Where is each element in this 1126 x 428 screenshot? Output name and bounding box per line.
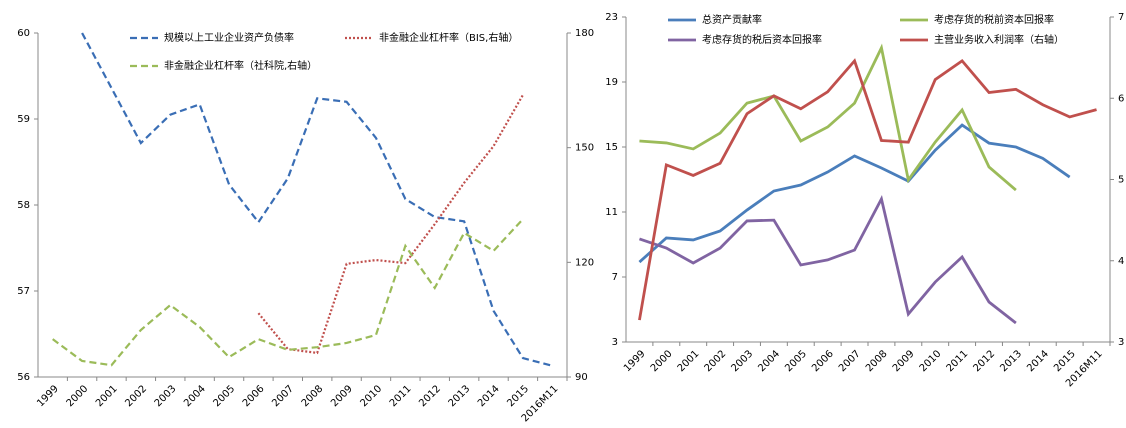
y-tick-label: 56 xyxy=(17,372,30,383)
y-tick-label: 11 xyxy=(605,207,618,218)
y2-tick-label: 90 xyxy=(575,372,588,383)
x-tick-label: 2014 xyxy=(1025,348,1051,374)
x-tick-label: 2012 xyxy=(971,348,997,374)
legend-label: 考虑存货的税前资本回报率 xyxy=(934,13,1054,26)
x-tick-label: 2011 xyxy=(388,383,414,409)
legend-label: 考虑存货的税后资本回报率 xyxy=(702,33,822,46)
x-tick-label: 2002 xyxy=(123,383,149,409)
x-tick-label: 2000 xyxy=(65,383,91,409)
x-tick-label: 1999 xyxy=(35,383,61,409)
x-tick-label: 2008 xyxy=(864,348,890,374)
x-tick-label: 2010 xyxy=(358,383,384,409)
y-tick-label: 3 xyxy=(612,337,618,348)
y-tick-label: 7 xyxy=(612,272,618,283)
x-tick-label: 2002 xyxy=(703,348,729,374)
y-tick-label: 59 xyxy=(17,114,30,125)
y2-tick-label: 180 xyxy=(575,28,594,39)
y2-tick-label: 7 xyxy=(1118,12,1124,23)
y2-tick-label: 5 xyxy=(1118,175,1124,186)
series-line xyxy=(52,218,524,367)
x-tick-label: 2012 xyxy=(417,383,443,409)
y2-tick-label: 6 xyxy=(1118,93,1124,104)
legend-label: 非金融企业杠杆率（社科院,右轴） xyxy=(164,59,317,72)
series-line xyxy=(257,94,524,355)
legend-label: 非金融企业杠杆率（BIS,右轴） xyxy=(379,31,518,44)
x-tick-label: 2001 xyxy=(94,383,120,409)
x-tick-label: 2006 xyxy=(810,348,836,374)
legend-label: 总资产贡献率 xyxy=(702,13,762,26)
x-tick-label: 2004 xyxy=(756,348,782,374)
series-line xyxy=(638,58,1097,321)
x-tick-label: 2004 xyxy=(182,383,208,409)
y-tick-label: 60 xyxy=(17,28,30,39)
x-tick-label: 2005 xyxy=(211,383,237,409)
x-tick-label: 2013 xyxy=(447,383,473,409)
x-tick-label: 2003 xyxy=(153,383,179,409)
series-line xyxy=(639,43,1017,192)
x-tick-label: 2006 xyxy=(241,383,267,409)
x-tick-label: 2009 xyxy=(329,383,355,409)
y-tick-label: 57 xyxy=(17,286,30,297)
x-tick-label: 2013 xyxy=(998,348,1024,374)
x-tick-label: 2014 xyxy=(476,383,502,409)
x-tick-label: 2008 xyxy=(300,383,326,409)
x-tick-label: 2011 xyxy=(945,348,971,374)
x-tick-label: 2005 xyxy=(783,348,809,374)
series-line xyxy=(81,32,553,367)
x-tick-label: 2015 xyxy=(505,383,531,409)
x-tick-label: 2000 xyxy=(649,348,675,374)
x-tick-label: 2009 xyxy=(891,348,917,374)
y-tick-label: 19 xyxy=(605,77,618,88)
y-tick-label: 58 xyxy=(17,200,30,211)
y2-tick-label: 150 xyxy=(575,143,594,154)
x-tick-label: 2010 xyxy=(918,348,944,374)
y-tick-label: 23 xyxy=(605,12,618,23)
y2-tick-label: 120 xyxy=(575,257,594,268)
series-line xyxy=(638,195,1017,325)
x-tick-label: 2007 xyxy=(270,383,296,409)
y-tick-label: 15 xyxy=(605,142,618,153)
y2-tick-label: 4 xyxy=(1118,256,1124,267)
y2-tick-label: 3 xyxy=(1118,337,1124,348)
legend-label: 主营业务收入利润率（右轴） xyxy=(934,33,1064,46)
series-line xyxy=(638,123,1071,264)
legend-label: 规模以上工业企业资产负债率 xyxy=(164,31,294,44)
x-tick-label: 1999 xyxy=(622,348,648,374)
x-tick-label: 2007 xyxy=(837,348,863,374)
x-tick-label: 2001 xyxy=(676,348,702,374)
x-tick-label: 2003 xyxy=(729,348,755,374)
